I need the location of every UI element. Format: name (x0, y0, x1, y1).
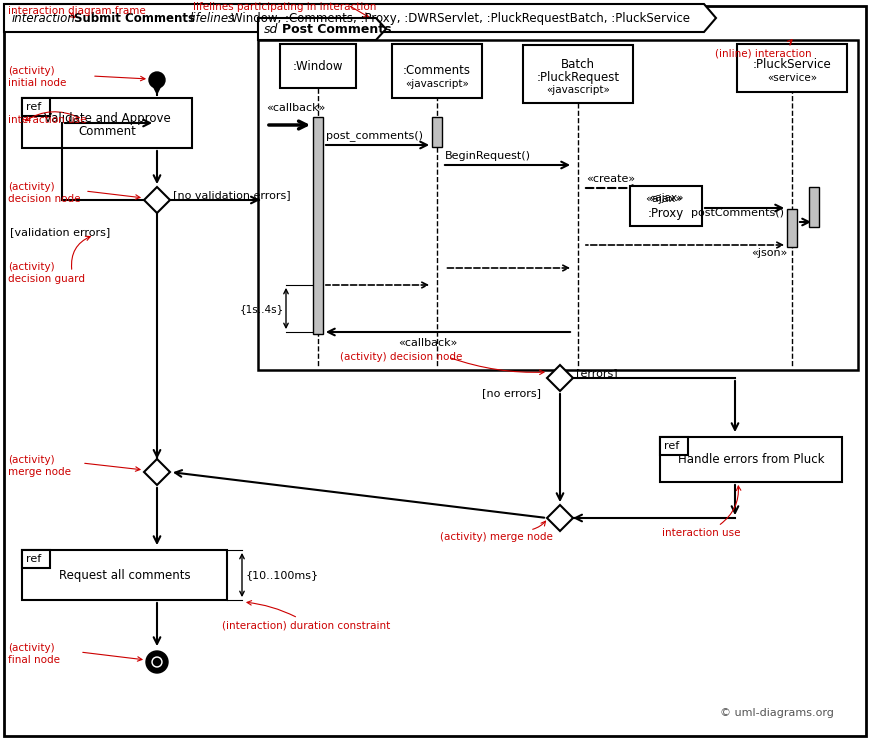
Text: Batch: Batch (561, 58, 595, 70)
Circle shape (149, 72, 165, 88)
Polygon shape (258, 18, 386, 40)
Circle shape (152, 657, 162, 667)
Text: (activity)
decision node: (activity) decision node (8, 182, 80, 204)
Text: BeginRequest(): BeginRequest() (445, 151, 531, 161)
Text: lifelines participating in interaction: lifelines participating in interaction (194, 2, 377, 12)
Bar (392, 44, 482, 98)
Text: «ajax»: «ajax» (645, 194, 682, 204)
Text: (activity)
final node: (activity) final node (8, 643, 60, 665)
Polygon shape (547, 505, 573, 531)
Bar (313, 117, 323, 334)
Text: sd: sd (264, 22, 278, 36)
Text: :Window: :Window (293, 59, 344, 73)
Text: interaction use: interaction use (662, 528, 740, 538)
Text: «json»: «json» (751, 248, 787, 258)
Bar (22, 98, 192, 148)
Circle shape (153, 659, 160, 665)
Text: Validate and Approve: Validate and Approve (44, 112, 170, 124)
Text: {10..100ms}: {10..100ms} (246, 570, 319, 580)
Text: :PluckRequest: :PluckRequest (536, 70, 620, 84)
Text: :PluckService: :PluckService (753, 58, 831, 70)
Text: [validation errors]: [validation errors] (10, 227, 110, 237)
Polygon shape (4, 4, 716, 32)
Bar (432, 117, 442, 147)
Text: :Proxy: :Proxy (648, 206, 685, 220)
Bar (258, 40, 858, 370)
Text: «callback»: «callback» (399, 338, 458, 348)
Text: (inline) interaction: (inline) interaction (715, 48, 812, 58)
Text: «javascript»: «javascript» (405, 79, 469, 89)
Text: :Comments: :Comments (403, 64, 471, 76)
Bar (660, 437, 842, 482)
Text: (activity)
merge node: (activity) merge node (8, 455, 71, 477)
Text: ref: ref (26, 102, 41, 112)
Text: «callback»: «callback» (266, 103, 325, 113)
Text: interaction use: interaction use (8, 115, 86, 125)
Text: © uml-diagrams.org: © uml-diagrams.org (720, 708, 834, 718)
Text: (activity)
initial node: (activity) initial node (8, 66, 66, 87)
Text: Request all comments: Request all comments (58, 568, 190, 582)
Bar (22, 98, 50, 116)
Bar (787, 209, 797, 247)
Text: Submit Comments: Submit Comments (74, 12, 195, 24)
Text: (activity) decision node: (activity) decision node (340, 352, 462, 362)
Text: [no validation errors]: [no validation errors] (173, 190, 290, 200)
Text: interaction: interaction (12, 12, 76, 24)
Polygon shape (144, 459, 170, 485)
Polygon shape (144, 187, 170, 213)
Text: lifelines: lifelines (190, 12, 235, 24)
Text: :Window, :Comments, :Proxy, :DWRServlet, :PluckRequestBatch, :PluckService: :Window, :Comments, :Proxy, :DWRServlet,… (227, 12, 690, 24)
Bar (22, 550, 227, 600)
Bar (630, 186, 702, 226)
Text: {1s..4s}: {1s..4s} (240, 304, 284, 314)
Text: post_comments(): post_comments() (326, 130, 423, 141)
Polygon shape (547, 365, 573, 391)
Bar (660, 437, 688, 455)
Text: interaction diagram frame: interaction diagram frame (8, 6, 146, 16)
Text: (interaction) duration constraint: (interaction) duration constraint (222, 620, 391, 630)
Text: postComments(): postComments() (691, 208, 784, 218)
Text: Comment: Comment (78, 124, 136, 138)
Text: [errors]: [errors] (576, 368, 617, 378)
Text: (activity)
decision guard: (activity) decision guard (8, 262, 85, 283)
Bar (280, 44, 356, 88)
Text: «service»: «service» (767, 73, 817, 83)
Text: «create»: «create» (586, 174, 635, 184)
Text: ref: ref (26, 554, 41, 564)
Text: ref: ref (664, 441, 679, 451)
Bar (809, 187, 819, 227)
Text: [no errors]: [no errors] (482, 388, 541, 398)
Bar (22, 550, 50, 568)
Text: Handle errors from Pluck: Handle errors from Pluck (678, 453, 824, 466)
Text: «ajax»: «ajax» (649, 193, 684, 203)
Text: Post Comments: Post Comments (282, 22, 392, 36)
Text: «javascript»: «javascript» (546, 85, 610, 95)
Bar (737, 44, 847, 92)
Circle shape (146, 651, 168, 673)
Bar (523, 45, 633, 103)
Text: (activity) merge node: (activity) merge node (440, 532, 553, 542)
